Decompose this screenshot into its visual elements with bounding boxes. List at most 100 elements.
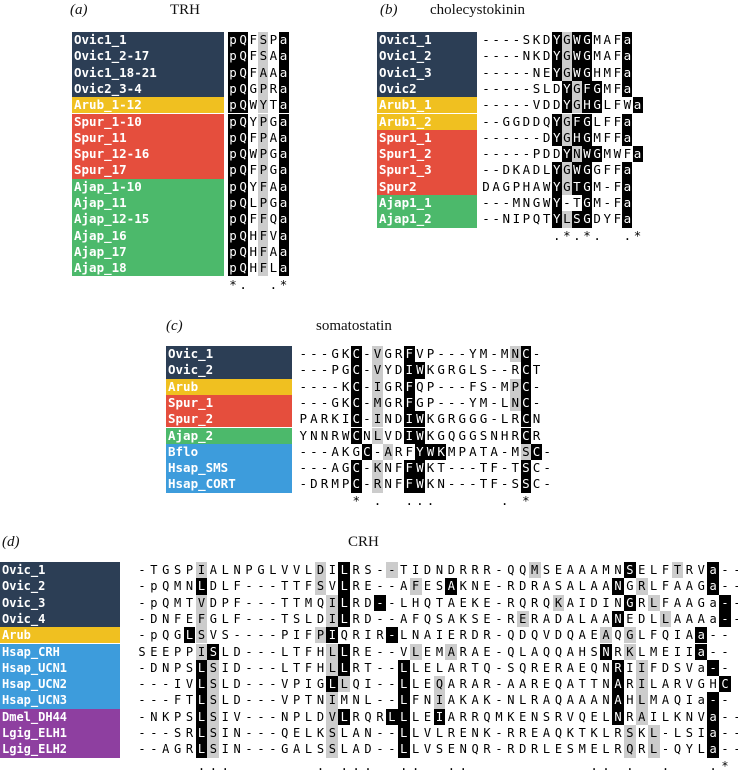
residue: R: [459, 709, 467, 724]
residue: V: [209, 628, 217, 643]
residue: F: [174, 611, 182, 626]
residue: -: [502, 195, 510, 210]
residue: L: [326, 643, 339, 660]
residue: -: [495, 563, 503, 577]
residue: Y: [561, 146, 572, 163]
residue: N: [384, 460, 392, 476]
residue: V: [293, 563, 301, 577]
residue: D: [150, 611, 158, 626]
residue: L: [221, 677, 229, 692]
residue: G: [437, 427, 445, 443]
residue: L: [697, 742, 705, 757]
residue: W: [425, 443, 436, 461]
residue: -: [299, 476, 308, 492]
residue: -: [721, 693, 729, 708]
panel-label: (c): [166, 318, 183, 334]
residue: V: [195, 594, 208, 611]
residue: R: [626, 709, 634, 724]
residue: R: [320, 411, 329, 427]
residue: M: [479, 394, 488, 410]
residue: G: [561, 129, 572, 147]
residue: -: [502, 146, 510, 162]
residue: I: [578, 595, 586, 610]
residue: R: [352, 579, 360, 594]
residue: C: [351, 476, 362, 493]
residue: -: [731, 578, 738, 594]
residue: a: [707, 725, 720, 742]
residue: A: [685, 628, 693, 643]
residue: -: [719, 594, 731, 611]
residue: I: [635, 676, 648, 693]
residue: -: [257, 595, 265, 610]
residue: Q: [423, 595, 432, 610]
residue: W: [571, 64, 582, 81]
residue: L: [578, 579, 586, 594]
residue: -: [709, 644, 717, 659]
residue: T: [281, 595, 289, 610]
residue: D: [593, 211, 601, 227]
residue: -: [320, 378, 329, 394]
residue: N: [435, 563, 444, 577]
residue: L: [412, 742, 420, 757]
residue: R: [532, 427, 541, 443]
residue: -: [603, 178, 611, 194]
residue: I: [626, 660, 634, 675]
residue: -: [245, 660, 253, 675]
residue: -: [310, 346, 318, 361]
residue: -: [388, 677, 396, 692]
residue: Q: [238, 48, 249, 65]
sequence-label: Lgig_ELH1: [0, 725, 120, 742]
residue: S: [571, 211, 582, 228]
residue: S: [138, 644, 146, 659]
residue: D: [519, 579, 527, 594]
residue: Y: [551, 211, 562, 228]
residue: Q: [532, 211, 541, 227]
residue: M: [435, 644, 444, 659]
residue: S: [316, 742, 325, 757]
residue: R: [511, 362, 520, 378]
residue: R: [531, 677, 539, 692]
residue: K: [426, 427, 435, 443]
residue: I: [326, 627, 339, 644]
residue: C: [351, 346, 362, 363]
residue: K: [162, 709, 170, 724]
consensus-mark: .: [373, 492, 382, 508]
residue: R: [459, 628, 467, 643]
residue: H: [249, 260, 257, 276]
residue: L: [269, 260, 278, 276]
residue: V: [326, 708, 339, 725]
residue: L: [249, 195, 257, 210]
residue: -: [512, 146, 521, 162]
residue: a: [622, 80, 633, 98]
residue: A: [578, 628, 586, 643]
residue: A: [685, 595, 693, 610]
residue: N: [233, 742, 241, 757]
residue: L: [338, 610, 351, 628]
residue: D: [394, 411, 403, 427]
residue: L: [183, 627, 196, 644]
residue: -: [731, 709, 738, 725]
residue: -: [320, 460, 329, 476]
residue: L: [659, 610, 672, 628]
residue: F: [650, 628, 658, 643]
residue: F: [404, 346, 415, 363]
sequence-label: Ajap1_2: [377, 211, 477, 228]
residue: a: [622, 113, 633, 130]
residue: A: [447, 595, 455, 610]
residue: a: [632, 146, 643, 163]
consensus-mark: .: [426, 492, 435, 508]
sequence-label: Ajap_12-15: [72, 211, 224, 228]
residue: A: [400, 611, 408, 626]
residue: A: [269, 243, 278, 259]
residue: C: [351, 411, 362, 428]
residue: R: [635, 578, 648, 595]
residue: -: [502, 64, 510, 80]
residue: N: [612, 610, 624, 628]
residue: Y: [551, 48, 562, 65]
residue: L: [542, 162, 551, 178]
residue: T: [571, 178, 582, 195]
residue: S: [511, 476, 520, 492]
residue: A: [531, 644, 539, 659]
residue: L: [397, 676, 410, 693]
residue: -: [245, 644, 253, 659]
